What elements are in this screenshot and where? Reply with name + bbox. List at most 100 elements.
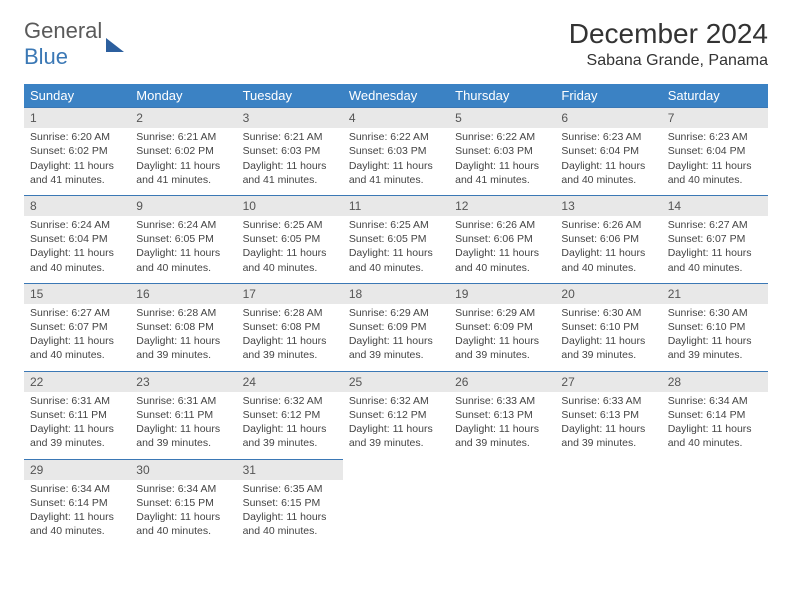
- day-details: Sunrise: 6:29 AMSunset: 6:09 PMDaylight:…: [343, 304, 449, 363]
- calendar-cell: 20Sunrise: 6:30 AMSunset: 6:10 PMDayligh…: [555, 283, 661, 371]
- sunrise-line: Sunrise: 6:32 AM: [243, 394, 337, 408]
- day-number: 12: [449, 196, 555, 216]
- sunrise-line: Sunrise: 6:22 AM: [455, 130, 549, 144]
- sunrise-line: Sunrise: 6:32 AM: [349, 394, 443, 408]
- day-number: 17: [237, 284, 343, 304]
- day-details: Sunrise: 6:34 AMSunset: 6:14 PMDaylight:…: [24, 480, 130, 539]
- day-number: 29: [24, 460, 130, 480]
- day-number: 18: [343, 284, 449, 304]
- day-details: Sunrise: 6:23 AMSunset: 6:04 PMDaylight:…: [555, 128, 661, 187]
- sunrise-line: Sunrise: 6:30 AM: [561, 306, 655, 320]
- calendar-row: 8 Sunrise: 6:24 AM Sunset: 6:04 PM Daylight…: [24, 195, 768, 283]
- day-number: 20: [555, 284, 661, 304]
- daylight-line: Daylight: 11 hours and 40 minutes.: [30, 334, 124, 362]
- day-details: Sunrise: 6:21 AMSunset: 6:02 PMDaylight:…: [130, 128, 236, 187]
- day-details: Sunrise: 6:31 AMSunset: 6:11 PMDaylight:…: [24, 392, 130, 451]
- day-number: 1: [24, 108, 130, 128]
- day-details: Sunrise: 6:22 AMSunset: 6:03 PMDaylight:…: [449, 128, 555, 187]
- sunrise-line: Sunrise: 6:28 AM: [243, 306, 337, 320]
- daylight-line: Daylight: 11 hours and 40 minutes.: [243, 510, 337, 538]
- calendar-cell: 11Sunrise: 6:25 AMSunset: 6:05 PMDayligh…: [343, 195, 449, 283]
- daylight-line: Daylight: 11 hours and 40 minutes.: [668, 422, 762, 450]
- daylight-line: Daylight: 11 hours and 39 minutes.: [30, 422, 124, 450]
- sunset-line: Sunset: 6:08 PM: [136, 320, 230, 334]
- calendar-cell: 18Sunrise: 6:29 AMSunset: 6:09 PMDayligh…: [343, 283, 449, 371]
- calendar-cell: [662, 459, 768, 546]
- daylight-line: Daylight: 11 hours and 40 minutes.: [349, 246, 443, 274]
- day-details: Sunrise: 6:29 AMSunset: 6:09 PMDaylight:…: [449, 304, 555, 363]
- calendar-cell: [449, 459, 555, 546]
- daylight-line: Daylight: 11 hours and 40 minutes.: [30, 510, 124, 538]
- calendar-cell: 1Sunrise: 6:20 AMSunset: 6:02 PMDaylight…: [24, 108, 130, 196]
- sunrise-line: Sunrise: 6:23 AM: [561, 130, 655, 144]
- logo-text-gray: General: [24, 18, 102, 43]
- day-details: Sunrise: 6:24 AMSunset: 6:05 PMDaylight:…: [130, 216, 236, 275]
- sunrise-line: Sunrise: 6:31 AM: [136, 394, 230, 408]
- day-details: Sunrise: 6:26 AMSunset: 6:06 PMDaylight:…: [555, 216, 661, 275]
- sunset-line: Sunset: 6:15 PM: [243, 496, 337, 510]
- day-details: Sunrise: 6:30 AMSunset: 6:10 PMDaylight:…: [555, 304, 661, 363]
- calendar-cell: 6Sunrise: 6:23 AMSunset: 6:04 PMDaylight…: [555, 108, 661, 196]
- daylight-line: Daylight: 11 hours and 39 minutes.: [243, 422, 337, 450]
- sunset-line: Sunset: 6:07 PM: [30, 320, 124, 334]
- logo-text-blue: Blue: [24, 44, 68, 69]
- day-details: Sunrise: 6:28 AMSunset: 6:08 PMDaylight:…: [130, 304, 236, 363]
- calendar-row: 29Sunrise: 6:34 AMSunset: 6:14 PMDayligh…: [24, 459, 768, 546]
- weekday-header: Thursday: [449, 84, 555, 108]
- daylight-line: Daylight: 11 hours and 39 minutes.: [561, 422, 655, 450]
- day-number: 22: [24, 372, 130, 392]
- sunset-line: Sunset: 6:11 PM: [30, 408, 124, 422]
- sunset-line: Sunset: 6:13 PM: [561, 408, 655, 422]
- weekday-header: Tuesday: [237, 84, 343, 108]
- day-details: Sunrise: 6:30 AMSunset: 6:10 PMDaylight:…: [662, 304, 768, 363]
- calendar-cell: 29Sunrise: 6:34 AMSunset: 6:14 PMDayligh…: [24, 459, 130, 546]
- day-details: Sunrise: 6:32 AMSunset: 6:12 PMDaylight:…: [237, 392, 343, 451]
- calendar-cell: 4Sunrise: 6:22 AMSunset: 6:03 PMDaylight…: [343, 108, 449, 196]
- day-number: 21: [662, 284, 768, 304]
- sunset-line: Sunset: 6:05 PM: [349, 232, 443, 246]
- sunrise-line: Sunrise: 6:24 AM: [136, 218, 230, 232]
- sunset-line: Sunset: 6:03 PM: [349, 144, 443, 158]
- weekday-header: Wednesday: [343, 84, 449, 108]
- sunset-line: Sunset: 6:05 PM: [243, 232, 337, 246]
- calendar-cell: 9Sunrise: 6:24 AMSunset: 6:05 PMDaylight…: [130, 195, 236, 283]
- day-number: 8: [24, 196, 130, 216]
- calendar-row: 15Sunrise: 6:27 AMSunset: 6:07 PMDayligh…: [24, 283, 768, 371]
- sunset-line: Sunset: 6:15 PM: [136, 496, 230, 510]
- sunset-line: Sunset: 6:09 PM: [455, 320, 549, 334]
- day-number: 10: [237, 196, 343, 216]
- day-details: Sunrise: 6:25 AMSunset: 6:05 PMDaylight:…: [237, 216, 343, 275]
- sunrise-line: Sunrise: 6:25 AM: [349, 218, 443, 232]
- sunset-line: Sunset: 6:04 PM: [561, 144, 655, 158]
- day-number: 30: [130, 460, 236, 480]
- day-details: Sunrise: 6:34 AMSunset: 6:14 PMDaylight:…: [662, 392, 768, 451]
- day-number: 9: [130, 196, 236, 216]
- day-number: 3: [237, 108, 343, 128]
- calendar-cell: 3Sunrise: 6:21 AMSunset: 6:03 PMDaylight…: [237, 108, 343, 196]
- sunset-line: Sunset: 6:06 PM: [455, 232, 549, 246]
- sunset-line: Sunset: 6:03 PM: [243, 144, 337, 158]
- sunrise-line: Sunrise: 6:26 AM: [455, 218, 549, 232]
- calendar-row: 22Sunrise: 6:31 AMSunset: 6:11 PMDayligh…: [24, 371, 768, 459]
- sunset-line: Sunset: 6:13 PM: [455, 408, 549, 422]
- daylight-line: Daylight: 11 hours and 40 minutes.: [561, 159, 655, 187]
- daylight-line: Daylight: 11 hours and 41 minutes.: [349, 159, 443, 187]
- sunrise-line: Sunrise: 6:33 AM: [561, 394, 655, 408]
- day-number: 19: [449, 284, 555, 304]
- day-details: Sunrise: 6:34 AMSunset: 6:15 PMDaylight:…: [130, 480, 236, 539]
- calendar-cell: 13Sunrise: 6:26 AMSunset: 6:06 PMDayligh…: [555, 195, 661, 283]
- sunrise-line: Sunrise: 6:25 AM: [243, 218, 337, 232]
- sunset-line: Sunset: 6:10 PM: [561, 320, 655, 334]
- calendar-cell: 5Sunrise: 6:22 AMSunset: 6:03 PMDaylight…: [449, 108, 555, 196]
- daylight-line: Daylight: 11 hours and 40 minutes.: [668, 159, 762, 187]
- calendar-cell: 12Sunrise: 6:26 AMSunset: 6:06 PMDayligh…: [449, 195, 555, 283]
- daylight-line: Daylight: 11 hours and 39 minutes.: [136, 422, 230, 450]
- calendar-cell: 30Sunrise: 6:34 AMSunset: 6:15 PMDayligh…: [130, 459, 236, 546]
- sunset-line: Sunset: 6:04 PM: [30, 232, 124, 246]
- calendar-cell: 10Sunrise: 6:25 AMSunset: 6:05 PMDayligh…: [237, 195, 343, 283]
- day-details: Sunrise: 6:32 AMSunset: 6:12 PMDaylight:…: [343, 392, 449, 451]
- sunrise-line: Sunrise: 6:29 AM: [349, 306, 443, 320]
- title-block: December 2024 Sabana Grande, Panama: [569, 18, 768, 70]
- sunset-line: Sunset: 6:12 PM: [349, 408, 443, 422]
- calendar-cell: [555, 459, 661, 546]
